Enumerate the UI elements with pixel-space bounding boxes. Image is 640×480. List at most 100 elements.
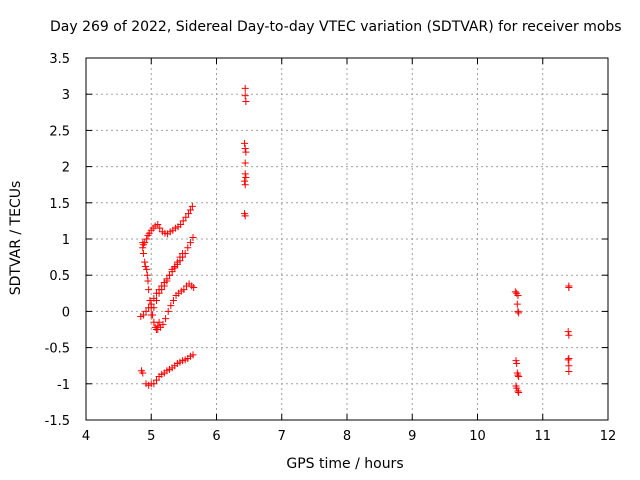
data-point <box>241 170 249 178</box>
data-point <box>241 212 249 220</box>
x-tick-label: 12 <box>600 429 617 444</box>
data-point <box>146 297 154 305</box>
y-tick-label: -0.5 <box>45 342 70 357</box>
data-point <box>241 139 249 147</box>
data-point <box>241 84 249 92</box>
data-point <box>163 277 171 285</box>
data-point <box>143 265 151 273</box>
data-point <box>241 145 249 152</box>
data-point <box>141 263 149 271</box>
data-point <box>145 286 153 294</box>
data-point <box>143 271 151 279</box>
data-point <box>139 311 147 319</box>
data-point <box>189 351 197 359</box>
y-tick-label: 2 <box>62 161 70 176</box>
data-point <box>515 309 523 317</box>
data-point <box>176 253 184 261</box>
data-point <box>169 297 177 305</box>
data-point <box>139 244 147 252</box>
data-point <box>147 311 155 319</box>
x-tick-label: 5 <box>147 429 155 444</box>
data-point <box>241 181 249 189</box>
data-point <box>184 210 192 218</box>
data-point <box>152 376 160 384</box>
data-point <box>515 388 523 396</box>
x-tick-labels: 4 5 6 7 8 9 10 11 12 <box>82 429 616 444</box>
data-point <box>171 263 179 271</box>
data-point <box>241 92 249 100</box>
y-tick-label: -1.5 <box>45 414 70 429</box>
data-point <box>150 380 158 388</box>
data-point <box>186 239 194 247</box>
data-point <box>565 331 573 339</box>
data-point <box>147 300 155 308</box>
data-point <box>513 360 521 368</box>
x-tick-label: 11 <box>534 429 551 444</box>
data-point <box>513 384 521 392</box>
data-point <box>514 371 522 379</box>
data-point <box>158 286 166 294</box>
data-point <box>515 373 523 381</box>
y-tick-label: 3.5 <box>49 52 70 67</box>
data-point <box>565 354 573 362</box>
data-point <box>143 235 151 243</box>
data-point <box>513 300 521 308</box>
x-axis-label: GPS time / hours <box>286 456 404 472</box>
y-tick-labels: -1.5 -1 -0.5 0 0.5 1 1.5 2 2.5 3 3.5 <box>45 52 70 429</box>
data-point <box>156 224 164 232</box>
data-point <box>241 177 249 185</box>
data-point <box>189 234 197 242</box>
data-point <box>150 304 158 312</box>
grid-lines <box>86 58 608 420</box>
data-point <box>139 369 147 377</box>
data-point <box>144 277 152 285</box>
data-point <box>242 148 250 156</box>
y-tick-label: 2.5 <box>49 124 70 139</box>
data-point <box>565 284 573 292</box>
data-point <box>565 367 573 375</box>
axis-ticks <box>85 57 609 421</box>
data-point <box>173 258 181 266</box>
data-point <box>166 271 174 279</box>
data-point <box>182 213 190 221</box>
data-point <box>154 221 162 229</box>
data-point <box>564 356 572 364</box>
data-point <box>152 297 160 305</box>
data-point <box>155 318 163 326</box>
data-point <box>186 206 194 214</box>
data-point <box>564 328 572 336</box>
data-point <box>241 159 249 167</box>
y-tick-label: 1.5 <box>49 197 70 212</box>
data-series <box>137 84 573 396</box>
data-point <box>514 307 522 315</box>
x-tick-label: 6 <box>212 429 220 444</box>
data-point <box>160 282 168 290</box>
x-tick-label: 8 <box>343 429 351 444</box>
x-tick-label: 10 <box>469 429 486 444</box>
y-tick-label: 0 <box>62 305 70 320</box>
data-point <box>155 289 163 297</box>
data-point <box>179 217 187 225</box>
data-point <box>167 302 175 310</box>
data-point <box>164 307 172 315</box>
data-point <box>242 173 250 181</box>
data-point <box>141 258 149 266</box>
data-point <box>242 97 250 105</box>
x-tick-label: 9 <box>408 429 416 444</box>
y-tick-label: -1 <box>57 378 70 393</box>
data-point <box>512 357 520 365</box>
data-point <box>190 284 198 292</box>
data-point <box>177 221 185 229</box>
data-point <box>184 244 192 252</box>
data-point <box>179 249 187 257</box>
y-tick-label: 0.5 <box>49 269 70 284</box>
y-axis-label: SDTVAR / TECUs <box>8 180 24 296</box>
data-point <box>514 291 522 299</box>
data-point <box>159 320 167 328</box>
data-point <box>188 202 196 210</box>
y-tick-label: 1 <box>62 233 70 248</box>
data-point <box>511 288 519 296</box>
data-point <box>139 249 147 257</box>
data-point <box>514 387 522 395</box>
